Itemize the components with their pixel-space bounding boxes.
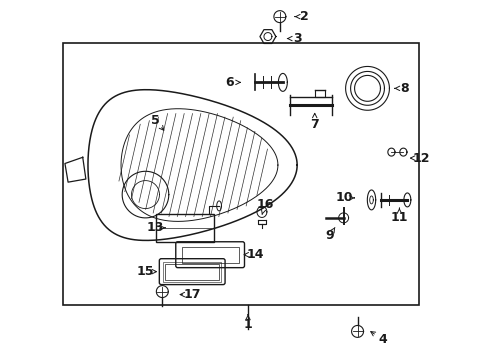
Text: 6: 6: [225, 76, 234, 89]
Text: 3: 3: [293, 32, 302, 45]
Text: 10: 10: [335, 192, 353, 204]
Text: 12: 12: [412, 152, 429, 165]
Text: 1: 1: [243, 318, 252, 331]
Text: 5: 5: [151, 114, 160, 127]
Text: 2: 2: [300, 10, 308, 23]
Text: 15: 15: [136, 265, 154, 278]
Text: 13: 13: [146, 221, 163, 234]
Bar: [163, 262, 221, 282]
Bar: [62, 42, 419, 305]
Text: 9: 9: [325, 229, 333, 242]
Bar: [165, 264, 219, 280]
Bar: [182, 247, 238, 263]
Text: 11: 11: [390, 211, 407, 224]
Text: 17: 17: [183, 288, 201, 301]
Text: 14: 14: [245, 248, 263, 261]
Text: 16: 16: [256, 198, 273, 211]
Bar: [156, 214, 214, 242]
Text: 7: 7: [310, 118, 319, 131]
Text: 8: 8: [399, 82, 408, 95]
Text: 4: 4: [377, 333, 386, 346]
